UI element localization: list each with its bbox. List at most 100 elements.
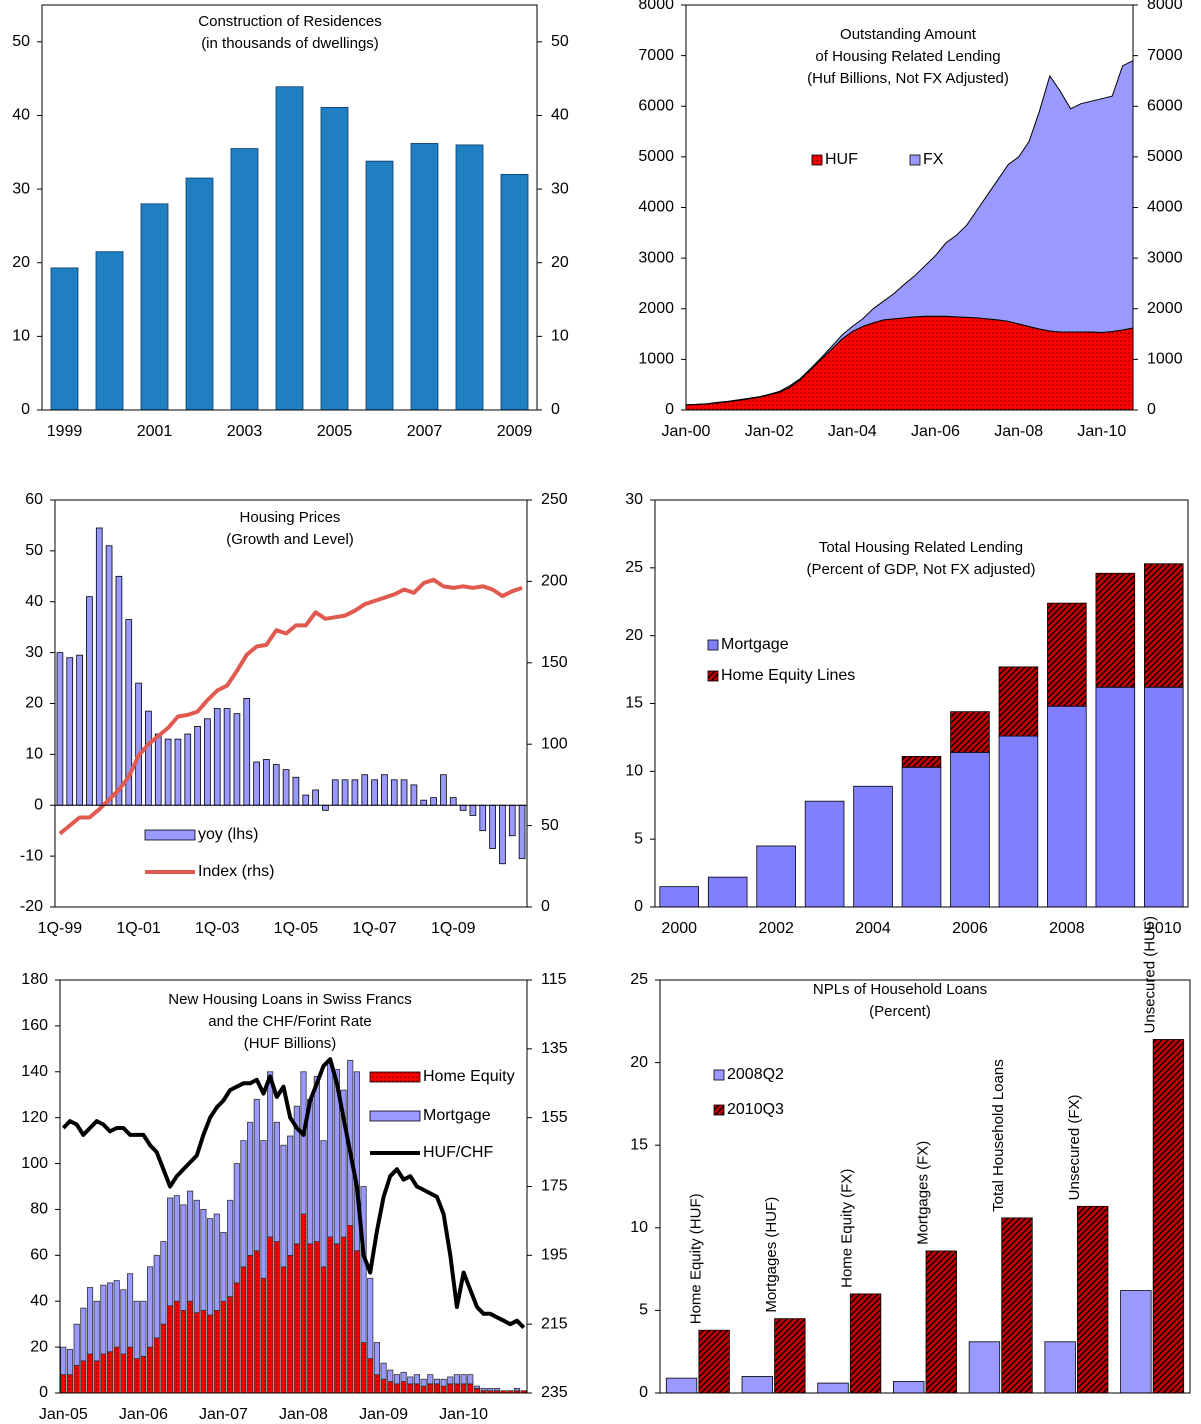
- y-tick-label: 40: [30, 1292, 48, 1309]
- bar-segment: [367, 1277, 374, 1359]
- y2-tick-label: 50: [551, 33, 569, 50]
- x-tick-label: Jan-09: [359, 1406, 408, 1423]
- bar-segment: [327, 1236, 334, 1394]
- y-tick-label: 30: [25, 644, 43, 661]
- bar-segment: [60, 1346, 67, 1376]
- x-tick-label: 2001: [137, 423, 173, 440]
- legend-swatch: [909, 154, 921, 166]
- chart-title: Construction of Residences: [198, 13, 381, 30]
- bar-segment: [1047, 602, 1087, 707]
- bar-segment: [1047, 705, 1087, 908]
- bar-segment: [327, 1062, 334, 1238]
- bar: [518, 804, 526, 860]
- bar: [185, 177, 214, 411]
- bar: [341, 779, 349, 806]
- bar: [145, 710, 152, 806]
- bar: [1001, 1217, 1033, 1394]
- bar: [400, 779, 408, 806]
- bar: [1120, 1290, 1152, 1394]
- y-tick-label: 10: [625, 763, 643, 780]
- y-tick-label: 20: [630, 1054, 648, 1071]
- bar-segment: [100, 1284, 107, 1355]
- bar-segment: [287, 1254, 294, 1394]
- x-tick-label: Jan-04: [828, 423, 877, 440]
- bar-segment: [901, 756, 942, 768]
- y-tick-label: 60: [30, 1247, 48, 1264]
- bar: [105, 545, 113, 806]
- bar-segment: [460, 1383, 467, 1394]
- bar-segment: [126, 1346, 134, 1394]
- bar: [741, 1376, 773, 1394]
- y-tick-label: 0: [21, 401, 30, 418]
- y-tick-label: 40: [25, 593, 43, 610]
- bar-segment: [493, 1388, 501, 1392]
- bar-segment: [460, 1374, 467, 1385]
- bar-segment: [167, 1197, 174, 1307]
- bar-segment: [467, 1383, 474, 1394]
- bar-segment: [273, 1241, 280, 1394]
- bar-segment: [480, 1388, 487, 1392]
- bar-segment: [433, 1378, 441, 1385]
- bar: [665, 1377, 698, 1394]
- bar-segment: [407, 1383, 414, 1394]
- bar-segment: [373, 1342, 380, 1376]
- y-tick-label: 25: [630, 971, 648, 988]
- bar-segment: [93, 1300, 100, 1362]
- y-tick-label: 40: [12, 107, 30, 124]
- plot-frame: [654, 499, 1189, 908]
- bar-segment: [659, 886, 700, 908]
- bar-segment: [353, 1071, 360, 1252]
- bar: [381, 774, 388, 806]
- chart-title: (Percent of GDP, Not FX adjusted): [807, 561, 1036, 578]
- bar: [282, 769, 290, 806]
- x-tick-label: Jan-06: [911, 423, 960, 440]
- bar: [1044, 1341, 1076, 1394]
- bar: [292, 776, 300, 806]
- y2-tick-label: 10: [551, 328, 569, 345]
- bar: [365, 160, 394, 411]
- bar-segment: [180, 1310, 187, 1394]
- bar-segment: [333, 1069, 340, 1245]
- y2-tick-label: 250: [541, 491, 568, 508]
- bar: [115, 575, 123, 806]
- bar-segment: [387, 1369, 394, 1382]
- bar-segment: [133, 1300, 140, 1359]
- chart-title: Total Housing Related Lending: [819, 539, 1023, 556]
- legend-label: 2008Q2: [727, 1066, 784, 1083]
- y-tick-label: 8000: [638, 0, 674, 13]
- bar: [449, 797, 457, 806]
- y-tick-label: 4000: [638, 199, 674, 216]
- bar: [86, 596, 93, 806]
- bar-segment: [1095, 686, 1136, 908]
- bar: [331, 779, 339, 806]
- bar-segment: [307, 1243, 314, 1394]
- x-tick-label: 1Q-09: [431, 920, 476, 937]
- chart-title: of Housing Related Lending: [815, 48, 1000, 65]
- legend-swatch: [713, 1069, 725, 1081]
- bar-segment: [307, 1098, 314, 1245]
- bar-segment: [253, 1098, 260, 1252]
- bar: [817, 1382, 849, 1394]
- bar-segment: [707, 876, 748, 908]
- legend-label: Mortgage: [423, 1107, 491, 1124]
- bar-segment: [453, 1374, 461, 1385]
- bar: [275, 86, 304, 411]
- y2-tick-label: 0: [551, 401, 560, 418]
- bar: [390, 779, 398, 806]
- bar: [1152, 1039, 1185, 1394]
- bar-segment: [950, 751, 990, 908]
- y-tick-label: 30: [625, 491, 643, 508]
- bar-segment: [420, 1385, 427, 1394]
- bar: [95, 527, 103, 806]
- bar-segment: [113, 1280, 120, 1348]
- y-tick-label: 6000: [638, 97, 674, 114]
- bar: [440, 774, 447, 806]
- bar-segment: [80, 1307, 87, 1362]
- bar: [140, 203, 169, 411]
- bar-segment: [413, 1374, 420, 1385]
- y2-tick-label: 2000: [1147, 300, 1183, 317]
- bar-segment: [240, 1140, 247, 1268]
- bar: [489, 804, 496, 849]
- bar-segment: [160, 1323, 167, 1394]
